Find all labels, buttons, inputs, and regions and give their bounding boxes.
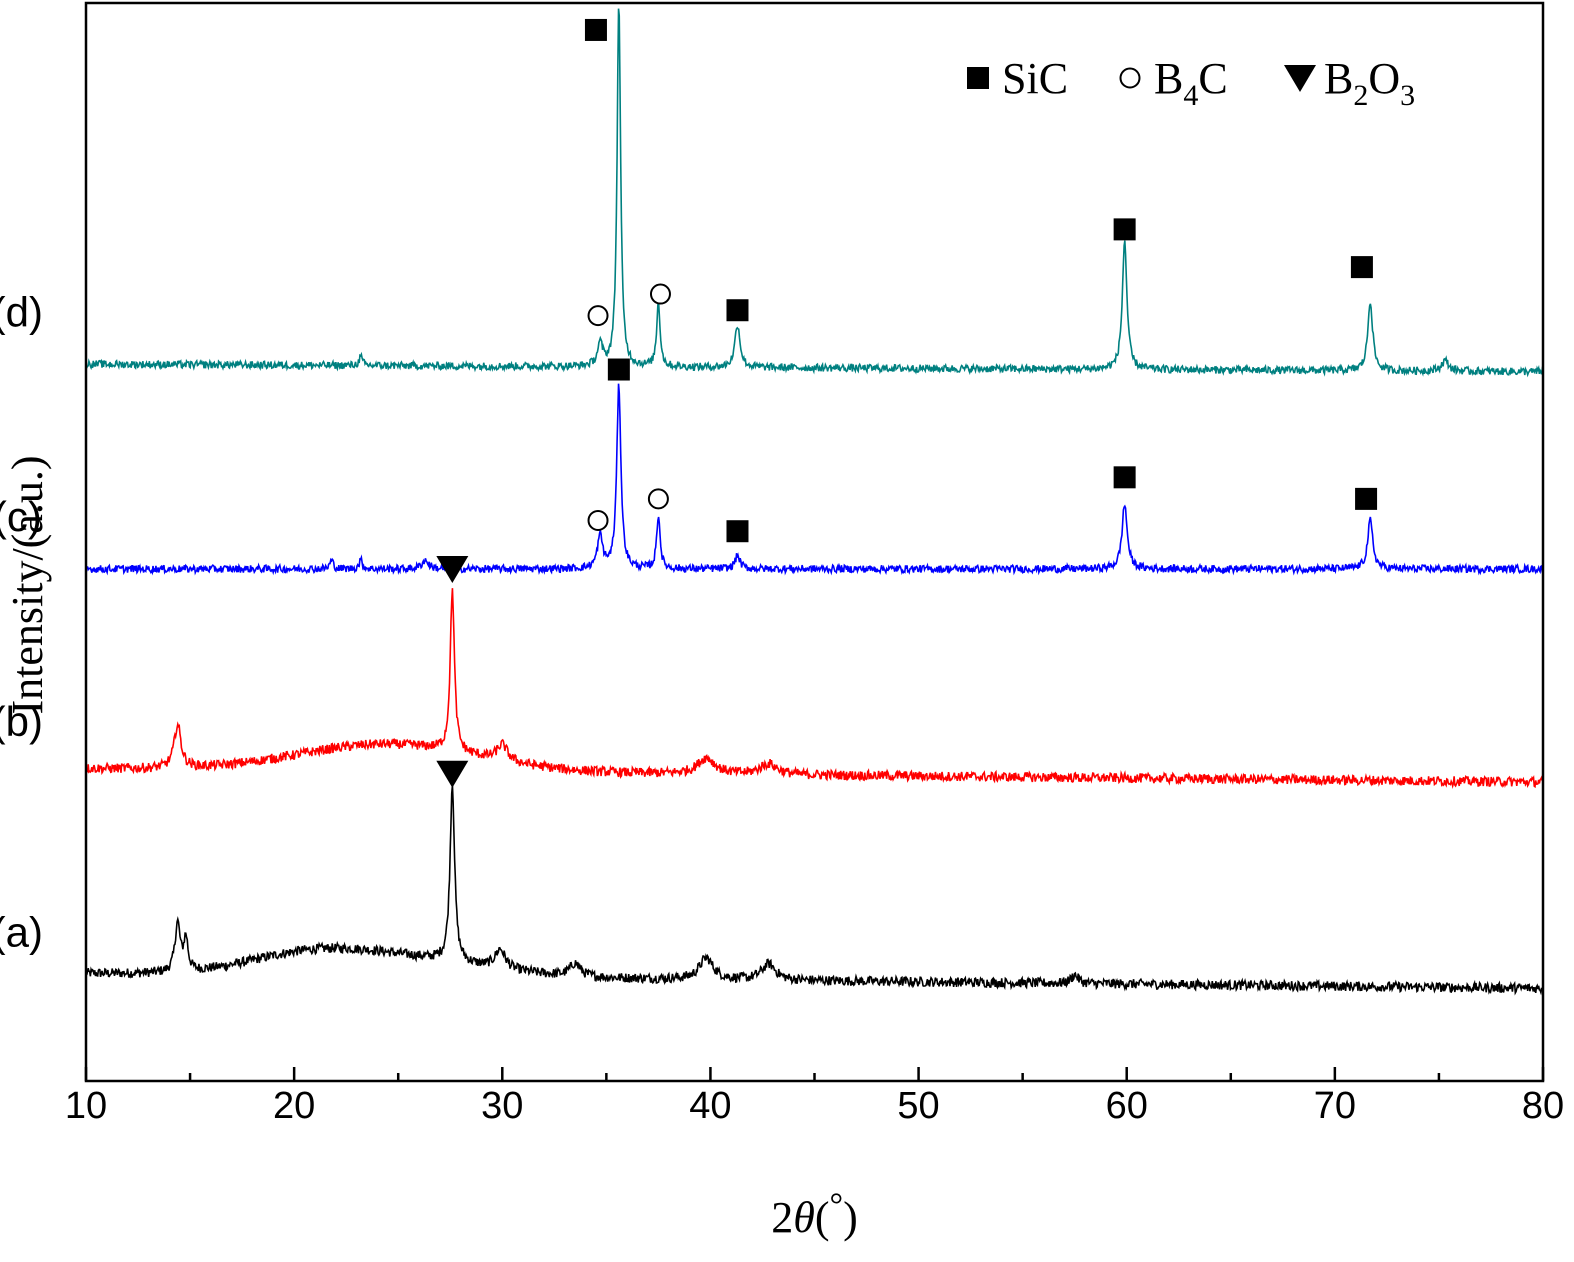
x-tick-label: 50: [897, 1085, 939, 1127]
x-tick-label: 20: [273, 1085, 315, 1127]
x-axis-label-close: ): [843, 1193, 858, 1242]
y-axis-label: Intensity/(a.u.): [3, 455, 52, 714]
square-marker-c: [607, 358, 630, 381]
x-tick-label: 60: [1106, 1085, 1148, 1127]
x-tick-label: 40: [689, 1085, 731, 1127]
legend-label: SiC: [1002, 54, 1068, 103]
circle-marker-c: [587, 509, 609, 531]
square-marker-c: [1113, 466, 1136, 489]
x-axis-label-unit: °: [830, 1187, 844, 1224]
square-marker-d: [1350, 256, 1373, 279]
triangle-marker-a: [436, 760, 469, 788]
x-ticks-group: [84, 1067, 1545, 1081]
curve-label-c: (c): [0, 493, 42, 540]
square-marker-c: [726, 520, 749, 543]
plot-frame: [84, 1, 1545, 1083]
square-marker-d: [1113, 218, 1136, 241]
circle-marker-d: [587, 305, 609, 327]
x-tick-labels-group: 10 20 30 40 50 60 70 80: [65, 1085, 1564, 1127]
triangle-marker-b: [436, 555, 469, 583]
x-axis-label-open: (: [815, 1193, 830, 1242]
legend: SiC B4C B2O3: [967, 54, 1415, 112]
x-tick-label: 70: [1314, 1085, 1356, 1127]
legend-label: B4C: [1154, 54, 1228, 112]
x-axis-label-prefix: 2: [771, 1193, 793, 1242]
circle-marker-d: [649, 283, 671, 305]
square-marker-d: [726, 299, 749, 322]
spectra-group: [85, 8, 1544, 996]
series-c-line: [85, 383, 1544, 576]
legend-triangle-icon: [1284, 65, 1316, 92]
circle-marker-c: [647, 488, 669, 510]
series-a-line: [85, 785, 1544, 996]
phase-markers-group: [436, 18, 1378, 788]
curve-label-b: (b): [0, 698, 43, 745]
square-marker-c: [1355, 487, 1378, 510]
curve-label-d: (d): [0, 288, 43, 335]
curve-label-a: (a): [0, 908, 43, 955]
x-tick-label: 30: [481, 1085, 523, 1127]
x-tick-label: 10: [65, 1085, 107, 1127]
legend-label: B2O3: [1324, 54, 1415, 112]
series-b-line: [85, 588, 1544, 789]
square-marker-d: [584, 18, 607, 41]
x-axis-label-variable: θ: [793, 1193, 815, 1242]
legend-square-icon: [967, 67, 989, 89]
legend-circle-icon: [1119, 67, 1141, 89]
series-d-line: [85, 8, 1544, 378]
x-tick-label: 80: [1522, 1085, 1564, 1127]
x-axis-label: 2θ(°): [771, 1187, 858, 1242]
curve-labels-group: (a) (b) (c) (d): [0, 288, 43, 955]
